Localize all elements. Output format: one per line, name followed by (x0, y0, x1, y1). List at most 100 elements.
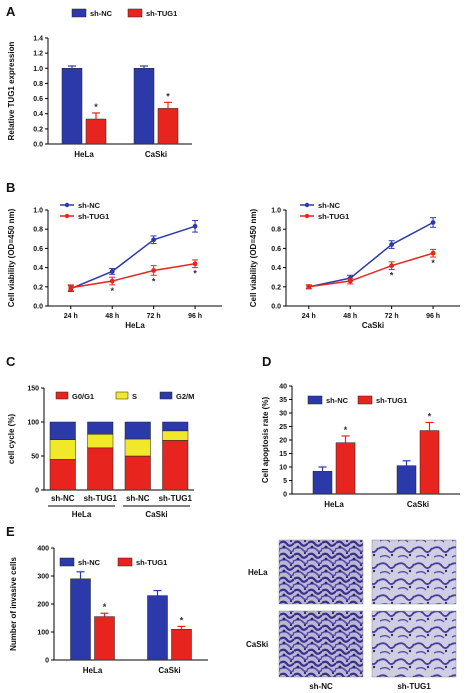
micrograph-grid: HeLa CaSki sh-NC sh-TUG1 (246, 539, 457, 691)
bar (147, 595, 168, 661)
y-tick-label: 5 (283, 478, 287, 485)
data-point (109, 269, 115, 274)
data-point (347, 278, 353, 284)
data-point (192, 223, 198, 229)
x-category-label: sh-NC (126, 494, 150, 503)
x-category-label: CaSki (407, 500, 429, 509)
y-tick-label: 0.6 (33, 246, 43, 253)
y-tick-label: 1.4 (33, 36, 43, 43)
significance-mark: * (344, 425, 348, 435)
y-axis-title: Cell apoptosis rate (%) (261, 397, 270, 484)
y-tick-label: 1.0 (271, 208, 281, 215)
group-label: HeLa (72, 510, 92, 519)
data-point (430, 250, 436, 256)
chart-panel-b-left: 0.0 0.2 0.4 0.6 0.8 1.0 Cell viability (OD=450… (7, 201, 222, 330)
y-tick-label: 0.0 (33, 142, 43, 149)
x-category-label: sh-TUG1 (159, 494, 193, 503)
series-line (70, 263, 196, 289)
stacked-bar-segment (49, 459, 76, 491)
data-point (389, 242, 395, 247)
x-tick-label: 96 h (426, 313, 440, 320)
series-line (308, 252, 434, 288)
legend-label: G2/M (176, 392, 194, 401)
micrograph-row-label-caski: CaSki (246, 640, 268, 649)
data-point (151, 268, 157, 273)
x-tick-label: 72 h (147, 313, 161, 320)
data-point (109, 278, 115, 284)
significance-mark: * (94, 102, 98, 112)
y-tick-label: 15 (279, 451, 287, 458)
chart-panel-c: 0 50 100 150 cell cycle (%) sh-NC sh-TUG1 sh-NC… (7, 386, 194, 520)
x-category-label: HeLa (324, 500, 344, 509)
bar (94, 616, 115, 661)
legend-label: sh-NC (78, 558, 101, 567)
legend-swatch (115, 391, 129, 400)
x-category-label: sh-TUG1 (84, 494, 118, 503)
y-tick-label: 100 (37, 630, 49, 637)
stacked-bar-segment (162, 430, 189, 441)
y-tick-label: 100 (27, 420, 39, 427)
y-axis-title: Number of invasive cells (9, 557, 18, 651)
significance-mark: * (428, 411, 432, 421)
x-axis-title: CaSki (362, 321, 384, 330)
chart-panel-e: 0 100 200 300 400 Number of invasive cells * He… (9, 546, 208, 675)
x-tick-label: 48 h (105, 313, 119, 320)
chart-panel-a: 0.0 0.2 0.4 0.6 0.8 1.0 1.2 1.4 Relative TUG1 ex… (7, 8, 192, 159)
significance-mark: * (193, 269, 197, 279)
data-point (430, 220, 436, 225)
panel-label-e: E (6, 524, 15, 539)
panel-label-b: B (6, 180, 15, 195)
y-tick-label: 0.4 (33, 265, 43, 272)
significance-mark: * (110, 286, 114, 296)
bar (312, 471, 333, 495)
panel-label-d: D (262, 354, 271, 369)
y-tick-label: 0.0 (271, 304, 281, 311)
legend-label: sh-TUG1 (78, 212, 109, 221)
y-tick-label: 150 (27, 386, 39, 393)
y-tick-label: 1.0 (33, 208, 43, 215)
y-tick-label: 35 (279, 397, 287, 404)
data-point (68, 285, 74, 291)
x-tick-label: 24 h (302, 313, 316, 320)
data-point (192, 261, 198, 267)
stacked-bar-segment (162, 421, 189, 432)
y-tick-label: 40 (279, 384, 287, 391)
y-tick-label: 30 (279, 411, 287, 418)
y-tick-label: 200 (37, 602, 49, 609)
stacked-bar-segment (87, 447, 114, 491)
y-tick-label: 50 (31, 454, 39, 461)
panel-label-c: C (6, 354, 16, 369)
significance-mark: * (431, 258, 435, 268)
bar (133, 68, 155, 145)
stacked-bar-segment (87, 433, 114, 449)
data-point (306, 284, 312, 290)
x-category-label: sh-NC (51, 494, 75, 503)
legend-label: sh-TUG1 (376, 396, 407, 405)
x-category-label: HeLa (74, 150, 94, 159)
stacked-bar-segment (124, 455, 151, 491)
significance-mark: * (390, 271, 394, 281)
legend-swatch (127, 8, 143, 18)
stacked-bar-segment (162, 440, 189, 491)
y-tick-label: 0.6 (33, 96, 43, 103)
significance-mark: * (103, 602, 107, 612)
y-axis-title: Cell viability (OD=450 nm) (7, 208, 16, 307)
legend-swatch (59, 557, 75, 567)
bar (157, 108, 179, 145)
y-tick-label: 0.6 (271, 246, 281, 253)
y-tick-label: 0.2 (33, 284, 43, 291)
legend-label: sh-TUG1 (146, 9, 177, 18)
y-tick-label: 25 (279, 424, 287, 431)
x-tick-label: 24 h (64, 313, 78, 320)
y-tick-label: 1.2 (33, 51, 43, 58)
bar (61, 68, 83, 145)
y-tick-label: 0.8 (271, 227, 281, 234)
y-tick-label: 0.4 (271, 265, 281, 272)
legend-marker (304, 213, 310, 219)
legend-swatch (117, 557, 133, 567)
x-tick-label: 48 h (343, 313, 357, 320)
y-tick-label: 0 (35, 488, 39, 495)
series-line (70, 225, 196, 290)
significance-mark: * (166, 91, 170, 101)
bar (396, 465, 417, 495)
